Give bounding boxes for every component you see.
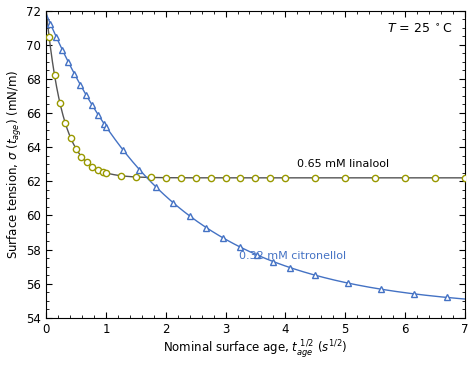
Text: 0.32 mM citronellol: 0.32 mM citronellol <box>239 251 346 261</box>
Y-axis label: Surface tension, $\sigma$ ($t_{age}$) (mN/m): Surface tension, $\sigma$ ($t_{age}$) (m… <box>6 70 24 259</box>
Text: $T$ = 25 $^\circ$C: $T$ = 25 $^\circ$C <box>387 23 452 36</box>
X-axis label: Nominal surface age, $t_{age}^{\ 1/2}$ ($s^{1/2}$): Nominal surface age, $t_{age}^{\ 1/2}$ (… <box>164 339 347 361</box>
Text: 0.65 mM linalool: 0.65 mM linalool <box>297 159 390 169</box>
